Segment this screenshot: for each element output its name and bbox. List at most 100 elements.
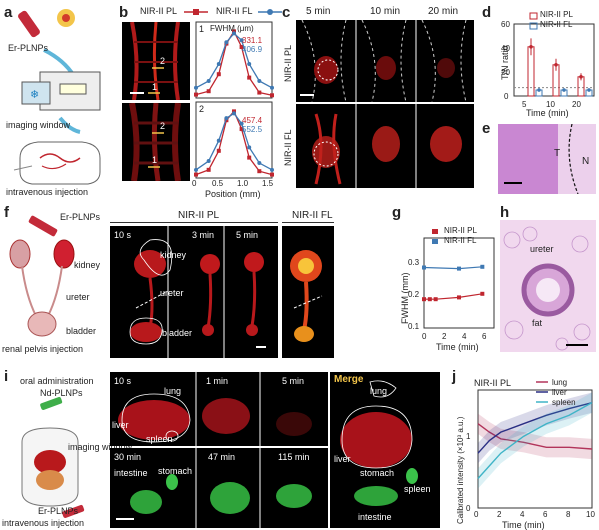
profile-1-pl-value: 331.1 — [242, 36, 263, 45]
legend-fl-marker-b — [258, 9, 282, 15]
b-xtick-1: 0.5 — [212, 179, 224, 188]
j-legend-0: lung — [552, 378, 568, 387]
j-xtick-4: 8 — [566, 510, 571, 519]
c-time-0: 5 min — [306, 6, 331, 17]
profile-1-pl-point — [194, 92, 198, 97]
scale-bar-f — [256, 346, 266, 348]
f-ureter: ureter — [66, 292, 90, 302]
i-top-images: 10 s 1 min 5 min lung liver spleen — [110, 372, 328, 446]
profile-2-pl-point — [239, 127, 244, 132]
panel-f-schematic: Er-PLNPs kidney ureter bladder renal pel… — [0, 210, 110, 360]
g-point-0 — [422, 297, 426, 302]
panel-label-i: i — [4, 368, 9, 385]
vessel-fl-mark-1: 1 — [152, 155, 158, 165]
g-xtick-2: 4 — [462, 332, 467, 341]
scale-bar-c — [300, 94, 314, 96]
f-header-fl-rule — [282, 222, 334, 223]
g-point-0 — [433, 297, 438, 302]
panel-label-g: g — [392, 204, 402, 221]
i-m-stomach: stomach — [360, 468, 395, 478]
j-line-2 — [477, 402, 593, 479]
j-title: NIR-II PL — [474, 378, 512, 388]
j-legend-2: spleen — [552, 398, 576, 407]
d-xlabel: Time (min) — [526, 108, 569, 118]
f-time-0: 10 s — [114, 230, 132, 240]
j-chart — [477, 381, 593, 509]
legend-fl-b: NIR-II FL — [216, 6, 253, 16]
f-pl-graphic — [129, 226, 264, 358]
i-merge-title: Merge — [334, 374, 364, 385]
profile-1-index: 1 — [199, 24, 205, 34]
f-fl-graphic — [290, 250, 323, 342]
profile-1-pl-point — [247, 75, 252, 80]
g-line-0 — [424, 293, 483, 300]
i-intestine: intestine — [114, 468, 148, 478]
scale-bar-h — [566, 344, 588, 346]
svg-text:❄: ❄ — [30, 89, 39, 101]
d-point-0-1 — [554, 63, 558, 67]
scale-bar-i — [116, 518, 134, 520]
j-xtick-0: 0 — [474, 510, 479, 519]
panel-label-j: j — [452, 368, 457, 385]
g-xtick-3: 6 — [482, 332, 487, 341]
profile-1-pl-point — [270, 93, 274, 98]
j-xlabel: Time (min) — [502, 520, 545, 530]
label-intravenous-injection-a: intravenous injection — [6, 187, 89, 197]
f-img-ureter: ureter — [160, 288, 184, 298]
i-bottom-graphic — [130, 448, 312, 528]
i-top-time-0: 10 s — [114, 376, 132, 386]
d-point-1-2 — [587, 88, 591, 92]
i-er-plnps: Er-PLNPs — [38, 506, 79, 516]
i-m-liver: liver — [334, 454, 351, 464]
g-line-1 — [423, 266, 483, 270]
c-time-1: 10 min — [370, 6, 401, 17]
f-bladder: bladder — [66, 326, 97, 336]
d-legend-pl-swatch — [529, 12, 538, 20]
g-ytick-2: 0.3 — [408, 258, 420, 267]
i-merge-graphic — [340, 380, 418, 506]
g-legend-pl: NIR-II PL — [444, 226, 477, 235]
i-nd-plnps: Nd-PLNPs — [40, 388, 83, 398]
panel-label-d: d — [482, 4, 492, 21]
profile-1-fl-point — [257, 79, 262, 83]
profile-2-fl-point — [270, 167, 274, 172]
g-xlabel: Time (min) — [436, 342, 479, 352]
g-point-0 — [480, 291, 485, 296]
panel-j: Calibrated intensity (×10³ a.u.) NIR-II … — [452, 376, 598, 530]
profile-2-pl-point — [247, 155, 252, 160]
g-xtick-0: 0 — [422, 332, 427, 341]
i-spleen: spleen — [146, 434, 173, 444]
d-ytick-0: 0 — [504, 92, 509, 101]
j-line-0 — [477, 423, 593, 450]
f-fl-image — [282, 226, 334, 358]
profile-2-pl-point — [206, 167, 211, 172]
f-kidney-graphic — [9, 215, 75, 337]
i-bottom-time-0: 30 min — [114, 452, 142, 462]
f-header-pl: NIR-II PL — [178, 210, 220, 221]
h-fat: fat — [532, 318, 543, 328]
c-row-pl: NIR-II PL — [283, 44, 293, 82]
label-imaging-window-a: imaging window — [6, 120, 71, 130]
panel-label-c: c — [282, 4, 291, 21]
j-ytick-1: 1 — [466, 432, 471, 441]
vessel-fl-mark-2: 2 — [160, 121, 166, 131]
panel-label-h: h — [500, 204, 510, 221]
profile-2-fl-point — [247, 145, 252, 150]
d-xtick-1: 10 — [546, 100, 555, 109]
i-mouse-graphic — [21, 396, 85, 518]
vessel-image-pl: 1 2 — [122, 22, 190, 100]
i-stomach: stomach — [158, 466, 193, 476]
panel-i-schematic: oral administration Nd-PLNPs imaging win… — [0, 372, 132, 530]
e-label-t: T — [554, 148, 561, 159]
d-legend-pl: NIR-II PL — [540, 10, 573, 19]
profile-2-fl-point — [216, 138, 221, 143]
g-point-1 — [457, 266, 461, 271]
profile-2-fl-point — [224, 116, 229, 121]
profile-2-fl-point — [232, 111, 236, 116]
panel-b-legend: NIR-II PL NIR-II FL — [140, 6, 282, 20]
profile-2-fl-point — [206, 159, 211, 163]
vessel-pl-mark-2: 2 — [160, 56, 166, 66]
b-xtick-3: 1.5 — [262, 179, 274, 188]
g-point-0 — [427, 297, 432, 302]
c-row-fl: NIR-II FL — [283, 129, 293, 166]
